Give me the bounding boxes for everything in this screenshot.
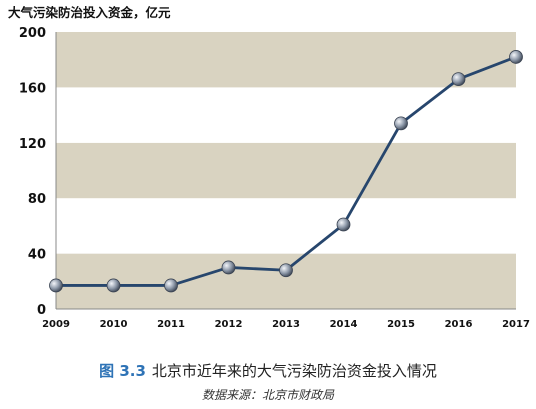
- y-tick-label: 120: [19, 137, 46, 152]
- y-tick-label: 160: [19, 81, 46, 96]
- figure-title: 北京市近年来的大气污染防治资金投入情况: [151, 362, 437, 380]
- data-series: [49, 50, 523, 293]
- x-tick-label: 2010: [100, 319, 128, 330]
- x-tick-label: 2013: [272, 319, 300, 330]
- data-point: [451, 72, 466, 86]
- data-source: 数据来源：北京市财政局: [201, 388, 334, 402]
- x-tick-label: 2009: [42, 319, 70, 330]
- grid-band: [56, 142, 516, 199]
- grid-band: [56, 198, 516, 254]
- data-point: [164, 278, 178, 293]
- data-point: [106, 278, 121, 293]
- data-point: [49, 278, 63, 293]
- y-tick-labels: 0 40 80 120 160 200: [19, 26, 46, 318]
- y-tick-label: 200: [19, 26, 46, 41]
- x-tick-label: 2017: [502, 319, 530, 330]
- grid-band: [56, 32, 516, 88]
- data-point: [279, 263, 293, 278]
- y-tick-label: 40: [28, 248, 46, 263]
- data-point: [221, 260, 236, 275]
- x-tick-label: 2015: [387, 319, 415, 330]
- y-tick-label: 80: [28, 192, 46, 207]
- figure-number: 图 3.3: [99, 362, 146, 380]
- x-tick-label: 2014: [330, 319, 358, 330]
- y-axis-title: 大气污染防治投入资金，亿元: [8, 5, 171, 20]
- y-tick-label: 0: [37, 303, 46, 318]
- x-tick-labels: 2009 2010 2011 2012 2013 2014 2015 2016 2017: [42, 319, 530, 330]
- axes: [55, 32, 516, 310]
- x-tick-label: 2016: [445, 319, 473, 330]
- data-point: [394, 116, 408, 131]
- data-point: [336, 217, 351, 232]
- figure-caption: 图 3.3 北京市近年来的大气污染防治资金投入情况: [0, 360, 536, 381]
- data-point: [509, 50, 523, 64]
- x-tick-label: 2011: [157, 319, 185, 330]
- grid-bands: [56, 32, 516, 309]
- grid-band: [56, 253, 516, 309]
- x-tick-label: 2012: [215, 319, 243, 330]
- grid-band: [56, 87, 516, 143]
